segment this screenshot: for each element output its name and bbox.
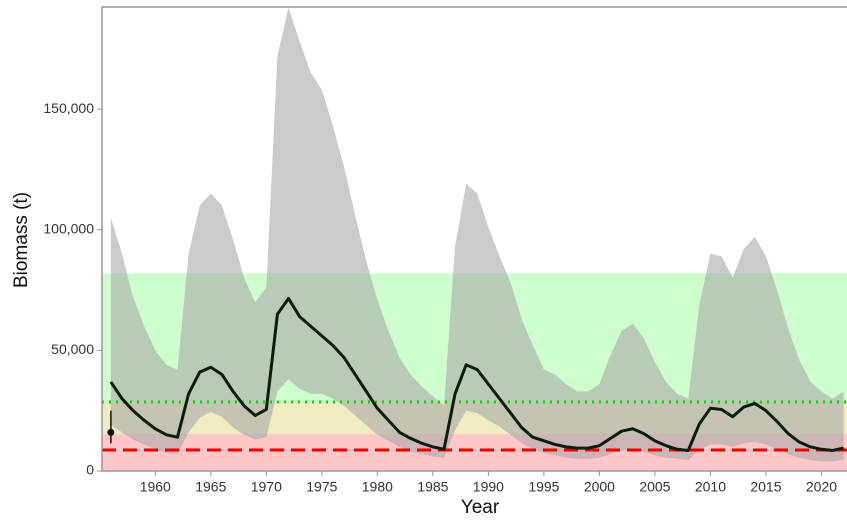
y-tick-label: 0 (86, 462, 94, 478)
x-tick-label: 1995 (528, 479, 559, 495)
x-tick-label: 1985 (417, 479, 448, 495)
x-tick-label: 1980 (362, 479, 393, 495)
x-tick-label: 1990 (473, 479, 504, 495)
x-axis-title: Year (461, 497, 500, 518)
x-tick-label: 2005 (639, 479, 670, 495)
y-tick-label: 150,000 (43, 100, 94, 116)
line-series (109, 296, 844, 452)
data-point (107, 428, 115, 436)
x-tick-label: 1970 (251, 479, 282, 495)
plot-frame (101, 6, 847, 472)
x-tick-label: 1975 (306, 479, 337, 495)
x-tick-label: 2000 (584, 479, 615, 495)
x-tick-label: 2010 (695, 479, 726, 495)
x-tick-label: 2020 (806, 479, 837, 495)
y-axis-title: Biomass (t) (11, 192, 32, 288)
uncertainty-band (110, 7, 844, 462)
x-tick-label: 1960 (140, 479, 171, 495)
x-tick-label: 2015 (750, 479, 781, 495)
y-tick-label: 50,000 (51, 341, 94, 357)
y-tick-label: 100,000 (43, 220, 94, 236)
x-tick-label: 1965 (195, 479, 226, 495)
